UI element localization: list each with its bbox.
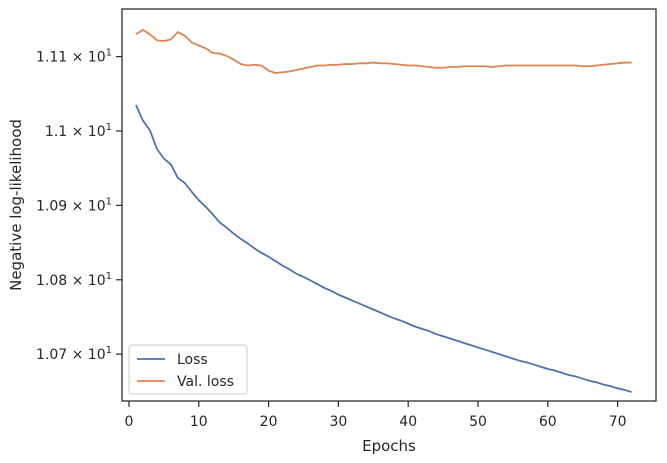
y-tick-label: 1.08 × 101 — [36, 271, 112, 289]
y-tick-label: 1.09 × 101 — [36, 196, 112, 214]
y-tick-label: 1.11 × 101 — [36, 48, 112, 66]
legend: Loss Val. loss — [128, 344, 248, 395]
legend-label-1: Loss — [177, 352, 208, 368]
series-line-2 — [135, 28, 632, 74]
x-tick-label: 60 — [539, 414, 557, 430]
series-line-1 — [135, 104, 632, 393]
x-tick-label: 70 — [609, 414, 627, 430]
x-tick-label: 20 — [260, 414, 278, 430]
x-tick-label: 10 — [190, 414, 208, 430]
y-tick-label: 1.07 × 101 — [36, 345, 112, 363]
y-axis-ticks: 1.07 × 101 1.08 × 101 1.09 × 101 1.1 × 101 1… — [36, 48, 122, 363]
plot-frame — [121, 8, 657, 402]
x-axis-label: Epochs — [362, 437, 416, 455]
y-tick-label: 1.1 × 101 — [45, 122, 112, 140]
x-tick-label: 0 — [125, 414, 134, 430]
series-lines — [135, 28, 632, 393]
x-tick-label: 30 — [329, 414, 347, 430]
y-axis-label: Negative log-likelihood — [7, 119, 25, 291]
x-tick-label: 50 — [469, 414, 487, 430]
x-tick-label: 40 — [399, 414, 417, 430]
x-axis-ticks: 0 10 20 30 40 50 60 70 — [125, 401, 627, 430]
legend-label-2: Val. loss — [177, 374, 234, 390]
